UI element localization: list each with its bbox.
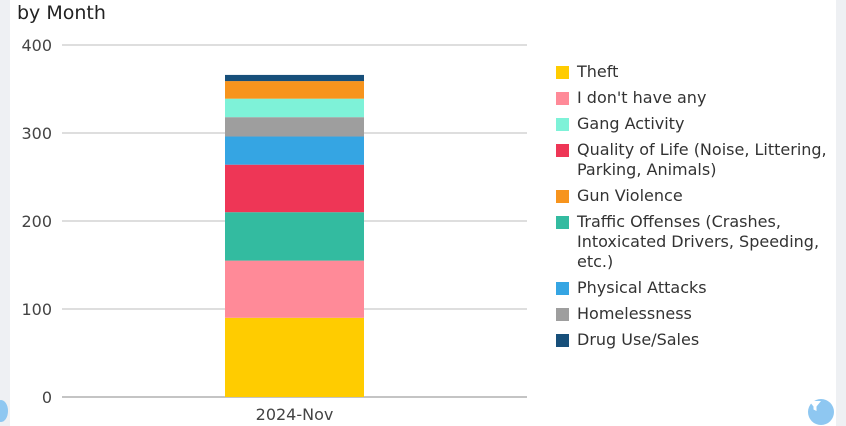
legend-item[interactable]: Drug Use/Sales	[556, 330, 836, 350]
bar-segment[interactable]	[225, 117, 364, 137]
y-tick-label: 100	[21, 300, 52, 319]
y-tick-label: 200	[21, 212, 52, 231]
legend-item[interactable]: Physical Attacks	[556, 278, 836, 298]
legend-swatch	[556, 216, 569, 229]
bar-segment[interactable]	[225, 317, 364, 397]
legend-label: Quality of Life (Noise, Littering, Parki…	[577, 140, 827, 179]
filter-icon	[809, 401, 821, 411]
bar-segment[interactable]	[225, 74, 364, 82]
legend-label: Traffic Offenses (Crashes, Intoxicated D…	[577, 212, 820, 271]
filter-button[interactable]	[808, 399, 834, 425]
legend-swatch	[556, 282, 569, 295]
y-tick-label: 0	[42, 388, 52, 407]
legend-label: Drug Use/Sales	[577, 330, 700, 349]
legend-item[interactable]: Gun Violence	[556, 186, 836, 206]
legend-swatch	[556, 92, 569, 105]
legend-item[interactable]: Theft	[556, 62, 836, 82]
legend-swatch	[556, 118, 569, 131]
bar-segment[interactable]	[225, 136, 364, 165]
chart-legend: Theft I don't have any Gang Activity Qualit…	[556, 62, 836, 356]
legend-swatch	[556, 308, 569, 321]
legend-item[interactable]: Traffic Offenses (Crashes, Intoxicated D…	[556, 212, 836, 272]
legend-label: Physical Attacks	[577, 278, 707, 297]
chart-card	[10, 0, 836, 426]
legend-item[interactable]: Homelessness	[556, 304, 836, 324]
legend-label: Gun Violence	[577, 186, 683, 205]
scroll-indicator[interactable]	[0, 400, 8, 422]
legend-label: Homelessness	[577, 304, 692, 323]
legend-label: Gang Activity	[577, 114, 685, 133]
legend-item[interactable]: I don't have any	[556, 88, 836, 108]
y-tick-label: 300	[21, 124, 52, 143]
bar-segment[interactable]	[225, 212, 364, 261]
chart-title: by Month	[17, 2, 106, 24]
legend-label: Theft	[577, 62, 619, 81]
legend-item[interactable]: Quality of Life (Noise, Littering, Parki…	[556, 140, 836, 180]
legend-swatch	[556, 144, 569, 157]
y-tick-label: 400	[21, 36, 52, 55]
bar-segment[interactable]	[225, 164, 364, 213]
bar-segment[interactable]	[225, 98, 364, 118]
legend-swatch	[556, 66, 569, 79]
legend-label: I don't have any	[577, 88, 707, 107]
x-tick-label: 2024-Nov	[256, 405, 334, 424]
legend-swatch	[556, 190, 569, 203]
legend-item[interactable]: Gang Activity	[556, 114, 836, 134]
bar-segment[interactable]	[225, 260, 364, 318]
bar-segment[interactable]	[225, 81, 364, 99]
legend-swatch	[556, 334, 569, 347]
